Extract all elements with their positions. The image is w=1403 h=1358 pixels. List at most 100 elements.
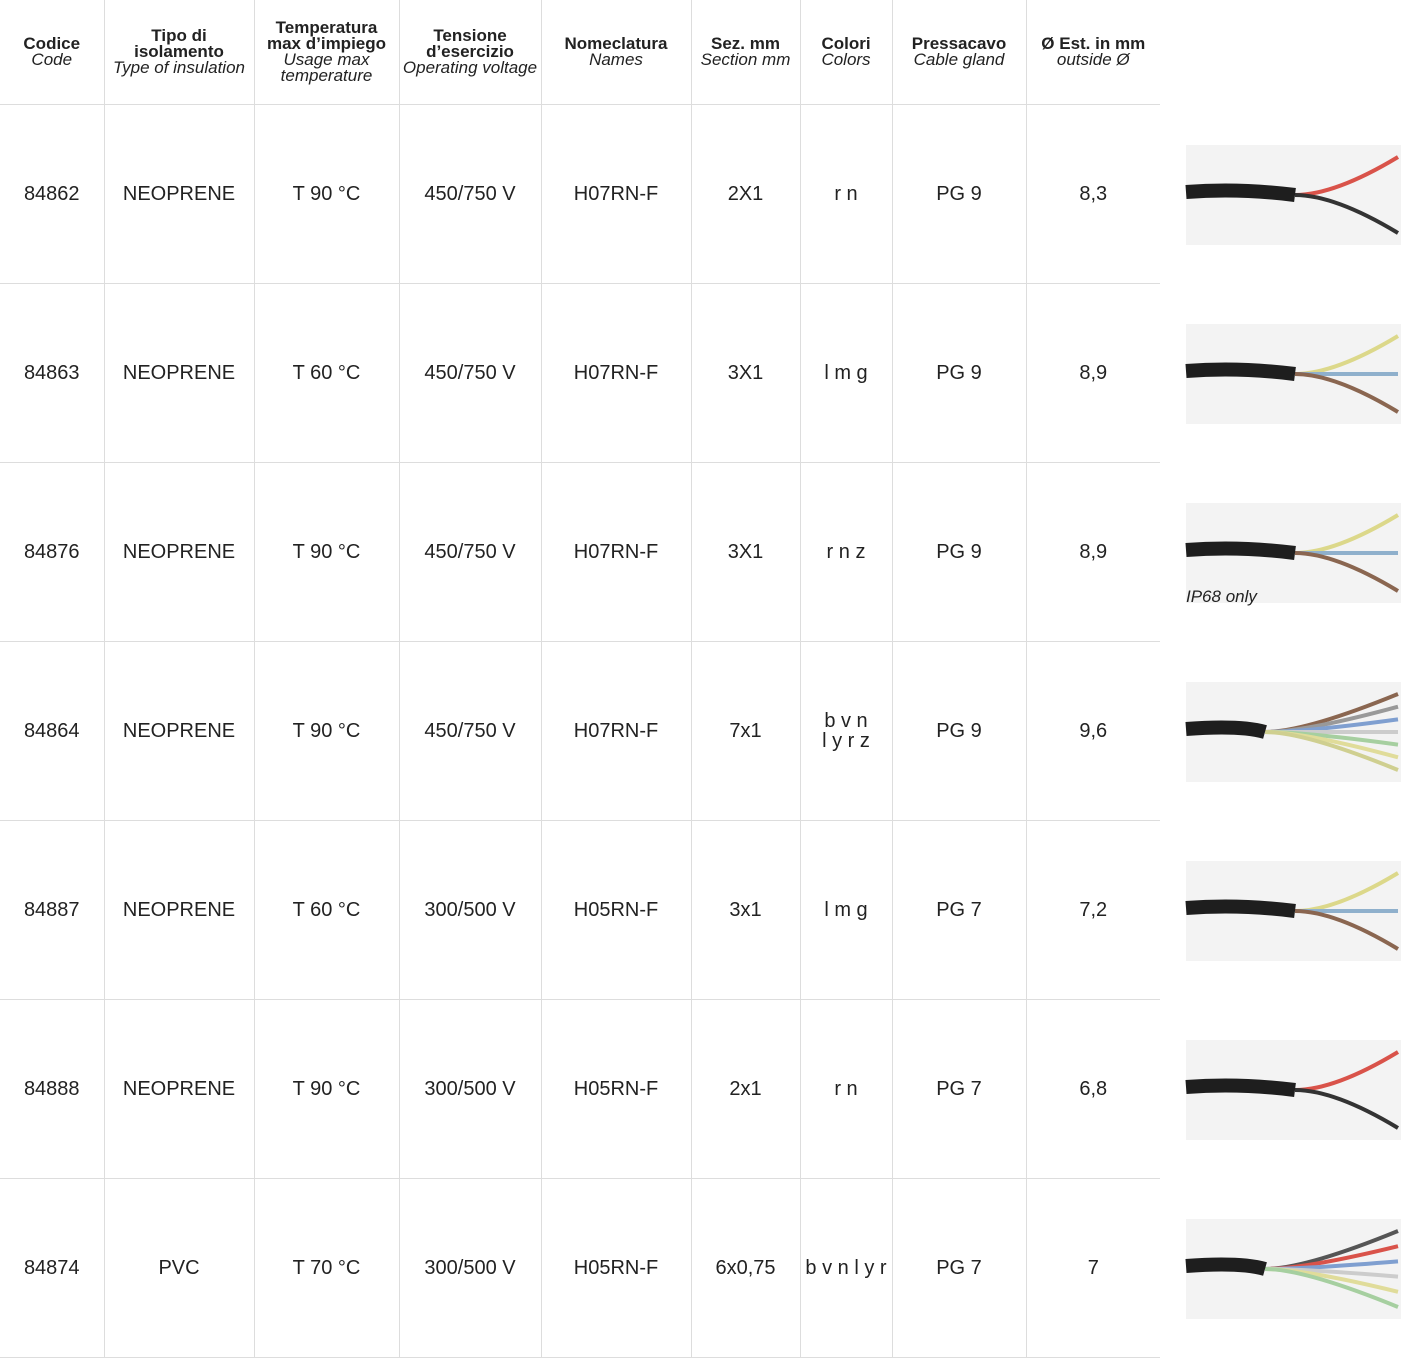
table-cell: H07RN-F [541, 283, 692, 463]
cable-image [1185, 1040, 1401, 1140]
cable-image [1185, 861, 1401, 961]
table-cell: PG 9 [892, 641, 1027, 821]
header-english: Names [589, 50, 643, 69]
table-cell: NEOPRENE [104, 104, 255, 284]
cable-image [1185, 324, 1401, 424]
header-cell: Temperatura max d’impiego Usage max tempe… [254, 0, 400, 105]
wire [1294, 1088, 1400, 1130]
header-italian: Codice [23, 34, 81, 53]
table-cell: PG 9 [892, 104, 1027, 284]
cable-sheath [1185, 183, 1296, 202]
table-cell: 450/750 V [399, 462, 542, 642]
table-cell: 84874 [0, 1178, 105, 1358]
table-cell: H07RN-F [541, 641, 692, 821]
table-cell: 2X1 [691, 104, 801, 284]
table-cell: l m g [800, 283, 893, 463]
header-italian: Sez. mm [711, 34, 780, 53]
table-cell: 450/750 V [399, 641, 542, 821]
cable-image [1185, 682, 1401, 782]
table-cell: r n [800, 999, 893, 1179]
table-cell: r n z [800, 462, 893, 642]
cable-sheath [1185, 1257, 1267, 1276]
cable-image [1185, 145, 1401, 245]
header-cell: Ø Est. in mm outside Ø [1026, 0, 1160, 105]
table-row: 84862 NEOPRENE T 90 °C 450/750 V H07RN-F 2X1 r… [0, 104, 1160, 284]
table-row: 84888 NEOPRENE T 90 °C 300/500 V H05RN-F 2x1 r… [0, 999, 1160, 1179]
header-english: Colors [821, 50, 871, 69]
table-row: 84874 PVC T 70 °C 300/500 V H05RN-F 6x0,75 b v… [0, 1178, 1160, 1358]
table-row: 84863 NEOPRENE T 60 °C 450/750 V H07RN-F 3X1 l… [0, 283, 1160, 463]
header-english: Code [31, 50, 73, 69]
header-cell: Tensione d’esercizio Operating voltage [399, 0, 542, 105]
table-cell: NEOPRENE [104, 283, 255, 463]
header-english: Operating voltage [402, 58, 538, 77]
header-italian: Tipo di isolamento [134, 26, 224, 61]
table-cell: 8,9 [1026, 283, 1160, 463]
note: IP68 only [1186, 587, 1257, 606]
header-italian: Colori [821, 34, 871, 53]
table-cell: NEOPRENE [104, 999, 255, 1179]
table-cell: 84864 [0, 641, 105, 821]
table-cell: 8,3 [1026, 104, 1160, 284]
table-cell: PG 9 [892, 283, 1027, 463]
table-cell: NEOPRENE [104, 820, 255, 1000]
table-row: 84864 NEOPRENE T 90 °C 450/750 V H07RN-F 7x1 b… [0, 641, 1160, 821]
table-cell: 84863 [0, 283, 105, 463]
table-cell: NEOPRENE [104, 462, 255, 642]
header-italian: Nomeclatura [564, 34, 668, 53]
table-body: 84862 NEOPRENE T 90 °C 450/750 V H07RN-F 2X1 r… [0, 104, 1160, 1358]
wire [1294, 909, 1400, 951]
table-cell: 3X1 [691, 283, 801, 463]
table-cell: 3X1 [691, 462, 801, 642]
table-cell: NEOPRENE [104, 641, 255, 821]
table-cell: 6x0,75 [691, 1178, 801, 1358]
cable-image [1185, 503, 1401, 603]
header-cell: Pressacavo Cable gland [892, 0, 1027, 105]
table-cell: H05RN-F [541, 820, 692, 1000]
header-english: Type of insulation [113, 58, 245, 77]
wire [1264, 730, 1399, 772]
cable-image [1185, 1219, 1401, 1319]
header-row: Codice Code Tipo di isolamento Type of insu… [0, 0, 1160, 105]
table-cell: PG 9 [892, 462, 1027, 642]
cable-sheath [1185, 899, 1296, 918]
table-cell: 7x1 [691, 641, 801, 821]
table-cell: T 90 °C [254, 104, 400, 284]
header-english: Cable gland [913, 50, 1005, 69]
wire [1294, 551, 1400, 593]
table-cell: PVC [104, 1178, 255, 1358]
table-cell: 6,8 [1026, 999, 1160, 1179]
table-cell: 84876 [0, 462, 105, 642]
table-cell: 300/500 V [399, 820, 542, 1000]
table-cell: 84887 [0, 820, 105, 1000]
table-row: 84876 NEOPRENE T 90 °C 450/750 V H07RN-F 3X1 r… [0, 462, 1160, 642]
table-cell: 450/750 V [399, 104, 542, 284]
wire [1294, 372, 1400, 414]
cable-sheath [1185, 362, 1296, 381]
table-cell: 300/500 V [399, 1178, 542, 1358]
table-cell: 84862 [0, 104, 105, 284]
header-italian: Ø Est. in mm [1041, 34, 1146, 53]
header-italian: Tensione d’esercizio [426, 26, 514, 61]
table-cell: T 90 °C [254, 462, 400, 642]
table-cell: 9,6 [1026, 641, 1160, 821]
header-english: Section mm [700, 50, 791, 69]
table-cell: b v n l y r [800, 1178, 893, 1358]
header-cell: Colori Colors [800, 0, 893, 105]
table-cell: 7,2 [1026, 820, 1160, 1000]
header-cell: Codice Code [0, 0, 105, 105]
table-cell: 7 [1026, 1178, 1160, 1358]
wire [1264, 1267, 1399, 1309]
table-cell: 84888 [0, 999, 105, 1179]
table-cell: H07RN-F [541, 462, 692, 642]
cable-sheath [1185, 720, 1267, 739]
table-row: 84887 NEOPRENE T 60 °C 300/500 V H05RN-F 3x1 l… [0, 820, 1160, 1000]
table-cell: H07RN-F [541, 104, 692, 284]
table-cell: H05RN-F [541, 999, 692, 1179]
table-cell: l m g [800, 820, 893, 1000]
cable-images [1185, 145, 1401, 1319]
table-cell: PG 7 [892, 999, 1027, 1179]
table-cell: T 90 °C [254, 641, 400, 821]
table-cell: r n [800, 104, 893, 284]
